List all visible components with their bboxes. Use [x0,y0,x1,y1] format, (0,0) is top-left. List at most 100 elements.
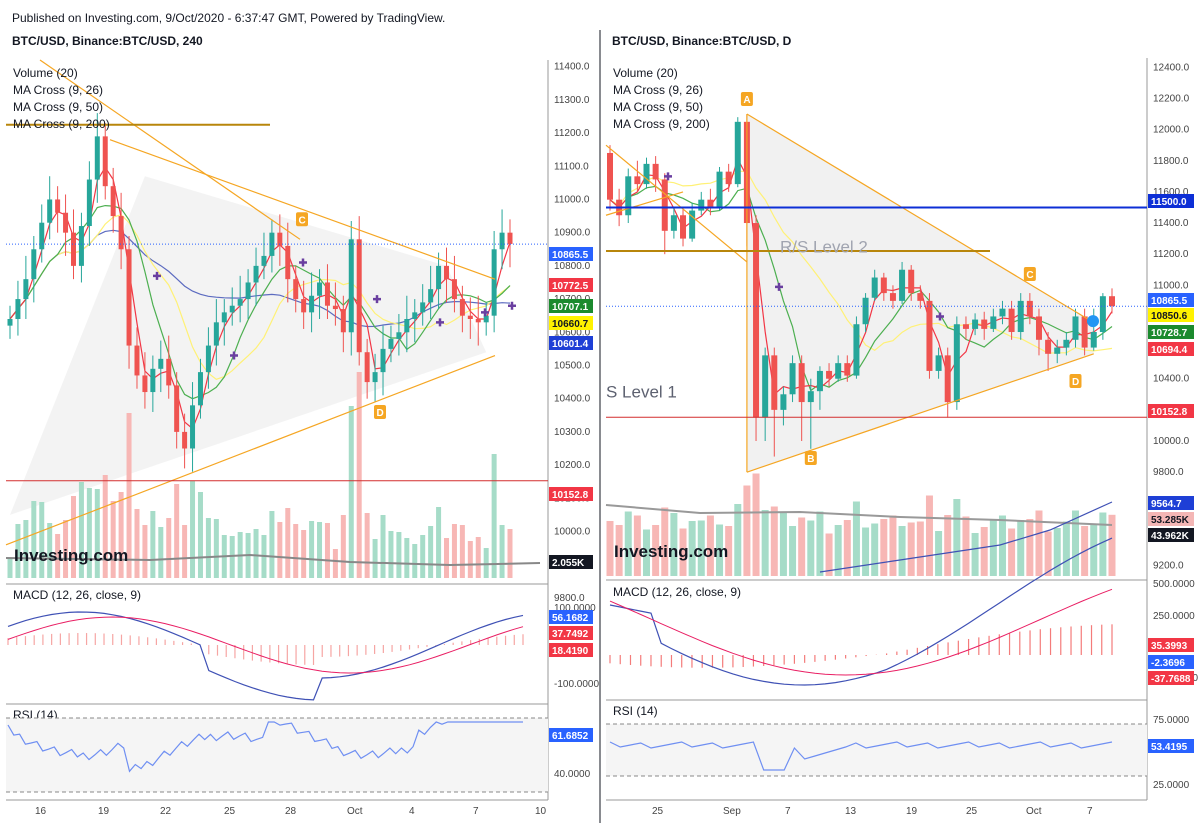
left-y-tick-2: 11200.0 [554,128,590,139]
right-price-label-3-text: 10728.7 [1151,328,1188,339]
left-candle [205,345,211,373]
left-candle [221,312,227,323]
right-volume-bar [953,499,961,576]
right-ma50-line [609,170,1113,354]
right-volume-bar [852,501,860,576]
left-volume-bar [467,541,473,578]
left-volume-bar [126,413,132,578]
right-annotation-s1: S Level 1 [606,382,677,401]
left-candle [126,249,132,346]
right-volume-bar [615,525,623,576]
left-macd-value-2: 18.4190 [549,643,593,657]
left-candle [39,222,45,250]
right-macd-value-0-text: 35.3993 [1151,641,1188,652]
right-rsi-tick-1: 25.0000 [1153,780,1190,791]
right-candle [1081,316,1088,348]
left-ma26-line [9,204,511,400]
right-candle [1063,339,1070,348]
right-volume-bar [1026,519,1034,576]
right-x-tick-5: 25 [966,806,978,817]
right-trendline-early2 [605,191,684,216]
right-candle [972,319,979,329]
right-price-label-0: 11500.0 [1148,194,1194,208]
right-volume-bar [880,519,888,576]
left-candle [436,265,442,290]
right-volume-bar [779,513,787,576]
right-x-tick-6: Oct [1026,806,1042,817]
left-volume-bar [94,489,100,578]
right-candle [707,199,714,208]
right-volume-bar [1071,510,1079,576]
right-cross-marker [664,172,672,181]
left-candle [340,309,346,333]
right-candle [1099,296,1106,333]
left-price-label-3-text: 10660.7 [552,319,589,330]
left-candle [475,319,481,323]
right-price-label-2: 10850.6 [1148,308,1194,322]
left-candle [332,305,338,310]
right-candle [862,297,869,325]
right-chart-title: BTC/USD, Binance:BTC/USD, D [612,34,792,48]
right-volume-bar [725,526,733,576]
left-rsi-value-text: 61.6852 [552,731,589,742]
left-chart-title: BTC/USD, Binance:BTC/USD, 240 [12,34,203,48]
left-rsi-tick-0: 40.0000 [554,769,591,780]
left-candle [348,239,354,333]
right-volume-bar [825,533,833,576]
left-indicator-legend-2: MA Cross (9, 50) [13,100,103,114]
left-rsi-line [7,721,523,773]
left-candle [245,282,251,300]
left-volume-bar [301,530,307,578]
right-price-label-7-text: 53.285K [1151,515,1190,526]
right-volume-bar [1044,531,1052,576]
published-caption: Published on Investing.com, 9/Oct/2020 -… [12,11,446,25]
right-pattern-label-A: A [743,95,750,106]
left-volume-bar [213,519,219,578]
left-candle [277,232,283,246]
right-volume-ma200 [819,501,1113,573]
left-macd-value-0: 56.1682 [549,610,593,624]
left-y-tick-11: 10300.0 [554,427,591,438]
right-pattern-point-D [1069,374,1082,388]
right-x-tick-4: 19 [906,806,918,817]
right-volume-bar [761,510,769,576]
right-pattern-point-C [1023,267,1036,281]
left-candle [412,312,418,319]
right-indicator-legend-2: MA Cross (9, 50) [613,100,703,114]
left-volume-bar [70,496,76,578]
left-candle [317,282,323,296]
right-volume-bar [661,507,669,576]
left-candle [94,136,100,180]
left-volume-bar [428,526,434,578]
left-price-label-4: 10601.4 [549,336,593,350]
right-candle [625,176,632,216]
left-price-label-0-text: 10865.5 [552,250,589,261]
right-candle [853,324,860,376]
right-y-tick-6: 11200.0 [1153,249,1189,260]
left-candle [356,239,362,353]
left-candle [158,358,164,369]
right-volume-bar [862,527,870,576]
right-macd-line [609,537,1113,686]
right-pattern-label-C: C [1026,270,1033,281]
left-candle [166,358,172,386]
right-volume-bar [989,520,997,576]
left-y-tick-0: 11400.0 [554,62,590,73]
left-watermark: Investing.com [14,546,128,565]
left-y-tick-1: 11300.0 [554,95,590,106]
left-x-tick-7: 7 [473,806,479,817]
left-ma9-line [9,166,511,430]
left-candle [47,199,53,223]
right-candle [844,363,851,376]
right-candle [1109,296,1115,307]
right-candle [935,355,942,371]
left-cross-marker [299,258,307,267]
left-candle [7,319,13,326]
left-indicator-legend-3: MA Cross (9, 200) [13,117,110,131]
right-rsi-label: RSI (14) [613,704,658,718]
right-volume-bar [907,522,915,576]
left-volume-bar [15,524,21,578]
left-volume-bar [86,488,92,578]
left-volume-bar [412,544,418,578]
